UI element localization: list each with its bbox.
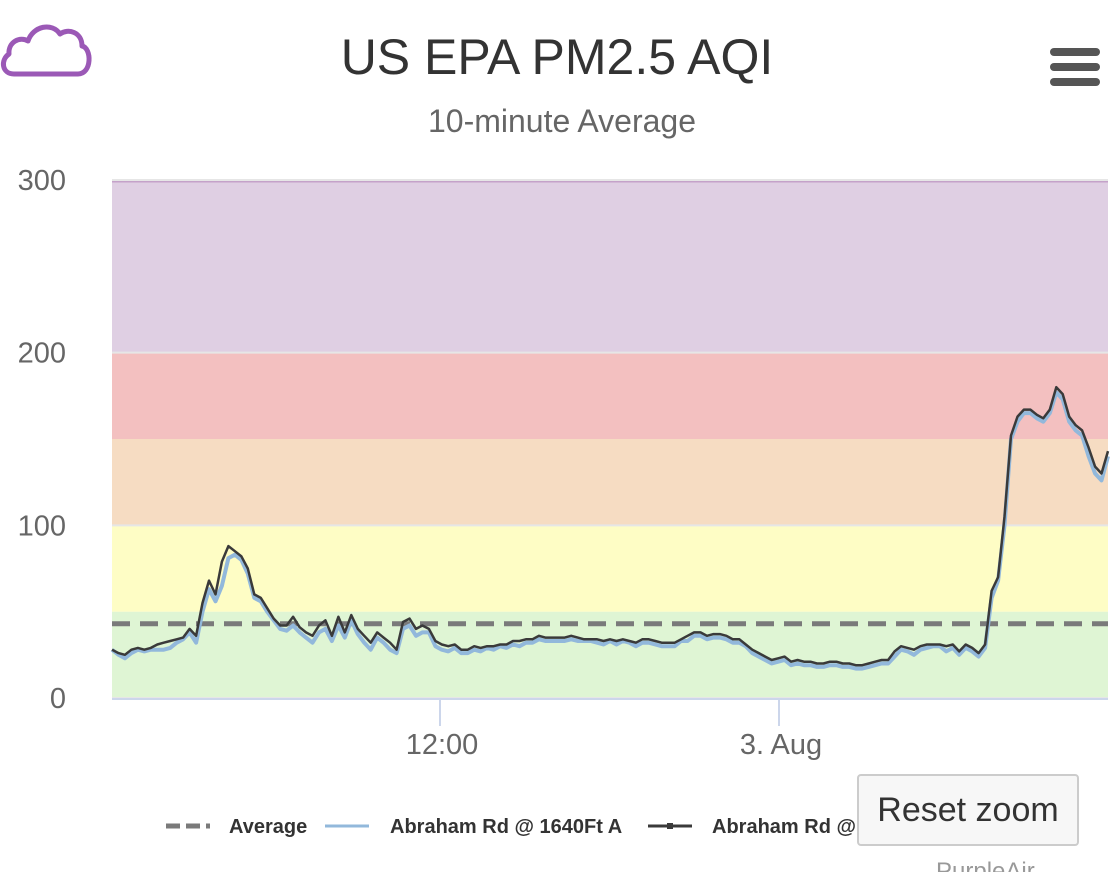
aqi-band-1 <box>112 525 1108 612</box>
legend-item-0[interactable]: Average <box>166 816 307 838</box>
cloud-icon[interactable] <box>0 14 92 80</box>
y-tick-label: 200 <box>18 338 66 370</box>
legend-label: Abraham Rd @ 1640Ft A <box>390 816 622 838</box>
legend-label: Average <box>229 816 307 838</box>
y-tick-label: 100 <box>18 510 66 542</box>
series-line-1 <box>110 390 1110 671</box>
y-tick-label: 0 <box>50 683 66 715</box>
x-tick-label: 3. Aug <box>740 729 822 761</box>
aqi-bands <box>112 179 1108 698</box>
legend-item-1[interactable]: Abraham Rd @ 1640Ft A <box>325 816 622 838</box>
x-tick-label: 12:00 <box>406 729 479 761</box>
hamburger-menu-icon[interactable] <box>1046 44 1100 90</box>
aqi-band-2 <box>112 439 1108 526</box>
credits-link[interactable]: PurpleAir <box>936 858 1035 872</box>
chart-title: US EPA PM2.5 AQI <box>341 29 774 85</box>
series-group <box>110 385 1110 671</box>
aqi-band-3 <box>112 352 1108 439</box>
series-line-2 <box>111 385 1110 667</box>
legend-marker <box>667 823 673 829</box>
y-axis: 0 100 200 300 <box>18 165 66 715</box>
aqi-band-4 <box>112 180 1108 353</box>
y-tick-label: 300 <box>18 165 66 197</box>
x-axis: 12:00 3. Aug <box>112 698 1108 761</box>
chart-subtitle: 10-minute Average <box>428 103 696 139</box>
legend[interactable]: Average Abraham Rd @ 1640Ft A Abraham Rd @… <box>166 816 945 838</box>
reset-zoom-button[interactable]: Reset zoom <box>857 774 1079 846</box>
